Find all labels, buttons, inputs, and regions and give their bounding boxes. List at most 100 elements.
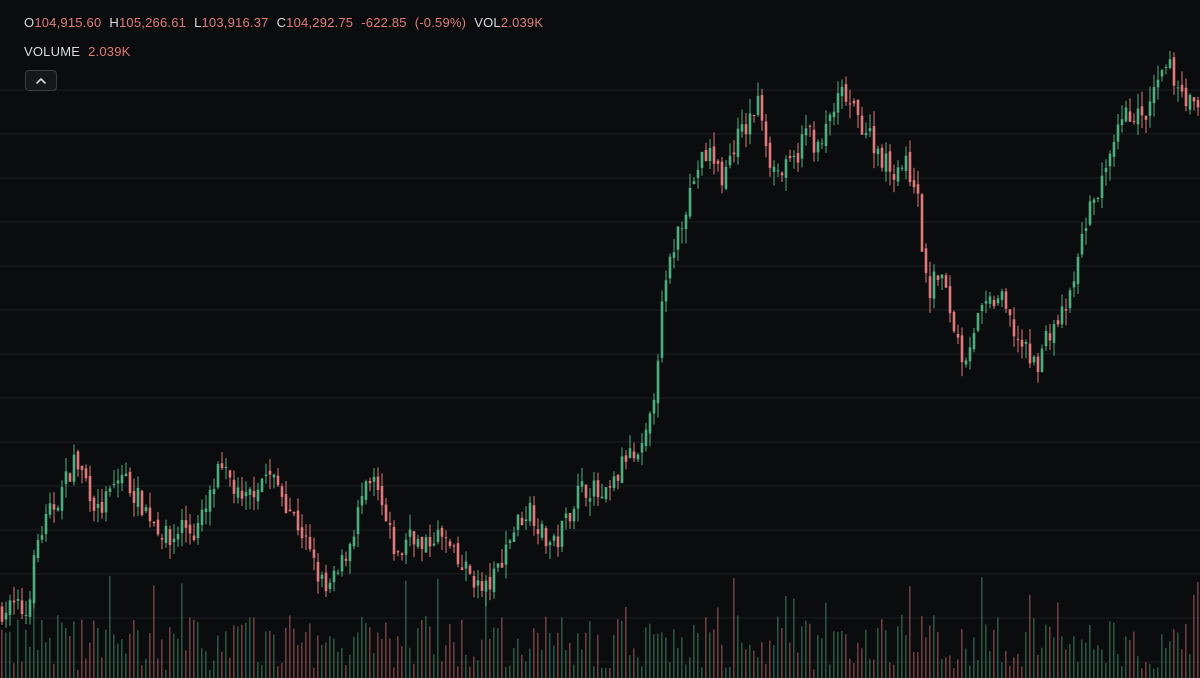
volume-bar: [1185, 624, 1187, 678]
volume-bar: [53, 663, 55, 678]
volume-bar: [45, 642, 47, 678]
candle-body: [968, 347, 972, 362]
volume-bar: [85, 658, 87, 678]
candle-body: [496, 563, 500, 568]
volume-bar: [129, 633, 131, 678]
candle-body: [876, 148, 880, 155]
volume-bar: [689, 657, 691, 678]
candle-body: [520, 517, 524, 526]
candle-body: [672, 252, 676, 258]
collapse-button[interactable]: [25, 70, 57, 91]
volume-bar: [397, 636, 399, 678]
candle-body: [452, 545, 456, 547]
candle-body: [116, 480, 120, 484]
candle-body: [540, 524, 544, 538]
candle-body: [664, 280, 668, 302]
volume-bar: [181, 583, 183, 678]
volume-bar: [1141, 668, 1143, 678]
volume-bar: [265, 631, 267, 678]
candle-body: [868, 128, 872, 132]
volume-bar: [33, 593, 35, 678]
volume-bar: [333, 638, 335, 678]
candle-body: [36, 540, 40, 559]
candle-body: [156, 519, 160, 535]
volume-bar: [877, 628, 879, 678]
volume-bar: [925, 637, 927, 678]
volume-bar: [1129, 639, 1131, 678]
volume-bar: [869, 659, 871, 678]
candle-body: [944, 275, 948, 288]
volume-bar: [817, 635, 819, 678]
candle-body: [1168, 59, 1172, 68]
volume-bar: [137, 630, 139, 678]
volume-bar: [921, 616, 923, 678]
volume-bar: [665, 637, 667, 678]
volume-bar: [569, 643, 571, 678]
volume-bar: [113, 634, 115, 678]
volume-bar: [745, 649, 747, 678]
candle-body: [40, 535, 44, 540]
volume-bar: [1161, 634, 1163, 678]
volume-bar: [749, 644, 751, 678]
candle-body: [896, 167, 900, 182]
candle-body: [616, 475, 620, 481]
candle-body: [1196, 99, 1200, 108]
volume-bar: [593, 666, 595, 678]
candle-body: [556, 536, 560, 548]
volume-bar: [465, 654, 467, 678]
volume-bar: [753, 650, 755, 678]
candle-body: [700, 151, 704, 168]
volume-bar: [1049, 626, 1051, 678]
volume-bar: [1081, 639, 1083, 678]
candle-body: [1160, 70, 1164, 77]
volume-bar: [25, 629, 27, 678]
candle-body: [648, 413, 652, 434]
candle-body: [280, 486, 284, 497]
volume-bar: [1041, 647, 1043, 678]
vol-label: VOL: [474, 15, 501, 30]
volume-bar: [709, 632, 711, 678]
candle-body: [356, 507, 360, 535]
candle-body: [532, 505, 536, 526]
candle-body: [1032, 356, 1036, 363]
candle-body: [60, 487, 64, 511]
candle-body: [64, 471, 68, 484]
candle-body: [588, 498, 592, 502]
volume-bar: [1117, 654, 1119, 678]
candle-body: [608, 486, 612, 488]
candle-body: [1124, 107, 1128, 122]
volume-bar: [461, 619, 463, 678]
volume-bar: [725, 667, 727, 678]
volume-bar: [513, 648, 515, 678]
change-percent: (-0.59%): [414, 15, 467, 30]
candle-body: [132, 490, 136, 503]
candle-body: [232, 479, 236, 494]
candle-body: [1100, 175, 1104, 198]
candle-body: [400, 553, 404, 556]
volume-bar: [441, 661, 443, 678]
candle-body: [1056, 320, 1060, 325]
volume-bar: [705, 617, 707, 678]
candle-body: [1060, 306, 1064, 325]
volume-bar: [325, 642, 327, 678]
change-value: -622.85: [361, 15, 407, 30]
candle-body: [196, 523, 200, 539]
candle-body: [956, 333, 960, 338]
volume-bar: [1125, 636, 1127, 678]
volume-bar: [1137, 656, 1139, 678]
volume-bar: [1105, 662, 1107, 678]
candle-body: [720, 161, 724, 186]
candle-body: [632, 451, 636, 459]
candle-body: [272, 474, 276, 478]
candle-body: [332, 570, 336, 583]
candle-body: [348, 543, 352, 562]
candle-body: [536, 529, 540, 535]
volume-bar: [549, 632, 551, 678]
candle-body: [660, 301, 664, 358]
candle-body: [20, 600, 24, 615]
candle-body: [448, 541, 452, 546]
volume-bar: [1009, 665, 1011, 678]
volume-bar: [237, 626, 239, 678]
volume-bar: [149, 632, 151, 678]
